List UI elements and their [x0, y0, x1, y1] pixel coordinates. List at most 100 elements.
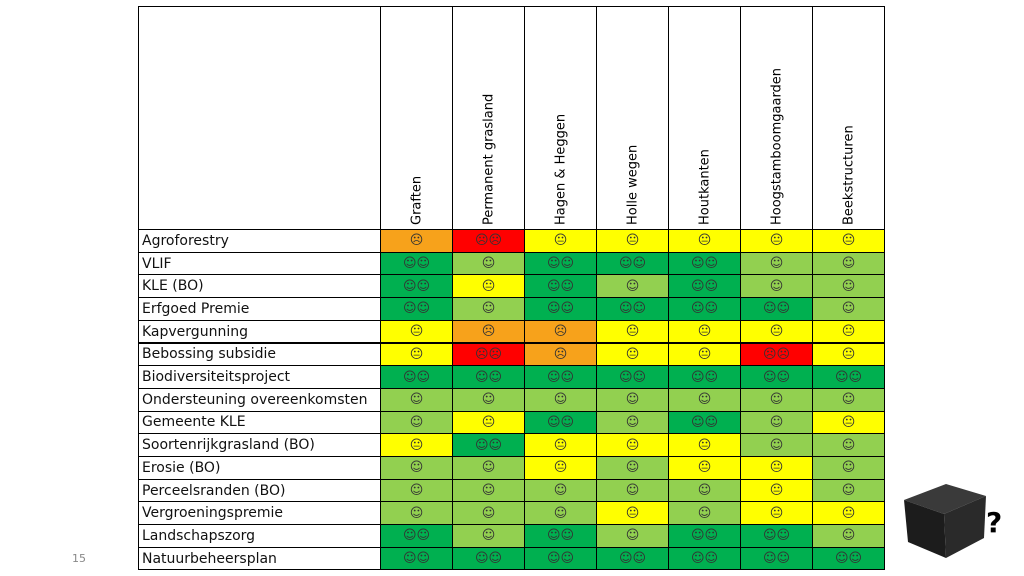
rating-cell: ☺ — [452, 524, 525, 548]
row-label: Kapvergunning — [138, 319, 381, 344]
rating-cell: 😐 — [596, 501, 669, 526]
rating-cell: 😐 — [812, 229, 885, 253]
row-label: Ondersteuning overeenkomsten — [138, 387, 381, 412]
rating-cell: ☺ — [452, 297, 525, 321]
rating-cell: ☺☺ — [740, 297, 813, 321]
rating-cell: ☺☺ — [380, 365, 453, 389]
column-header: Hoogstamboomgaarden — [740, 6, 813, 230]
row-label: KLE (BO) — [138, 274, 381, 299]
box-icon — [904, 484, 986, 558]
rating-cell: ☺ — [812, 456, 885, 480]
rating-cell: ☺ — [812, 251, 885, 276]
row-label: Perceelsranden (BO) — [138, 478, 381, 503]
rating-cell: 😐 — [452, 410, 525, 435]
rating-cell: 😐 — [452, 274, 525, 299]
rating-cell: ☺☺ — [380, 546, 453, 571]
rating-cell: 😐 — [380, 433, 453, 457]
rating-cell: ☺ — [740, 410, 813, 435]
rating-cell: ☺☺ — [524, 251, 597, 276]
rating-cell: ☹ — [524, 342, 597, 367]
rating-cell: 😐 — [740, 229, 813, 253]
rating-cell: ☺☺ — [524, 410, 597, 435]
rating-cell: 😐 — [740, 319, 813, 344]
rating-cell: ☺ — [524, 387, 597, 412]
column-header-text: Holle wegen — [625, 144, 640, 225]
rating-cell: 😐 — [524, 456, 597, 480]
row-label: Soortenrijkgrasland (BO) — [138, 433, 381, 457]
row-label: Natuurbeheersplan — [138, 546, 381, 571]
rating-cell: ☺☺ — [668, 524, 741, 548]
rating-cell: ☺ — [740, 387, 813, 412]
row-label: Landschapszorg — [138, 524, 381, 548]
rating-cell: ☺☺ — [524, 524, 597, 548]
rating-cell: 😐 — [812, 342, 885, 367]
rating-cell: 😐 — [596, 319, 669, 344]
rating-cell: 😐 — [596, 433, 669, 457]
row-label: Biodiversiteitsproject — [138, 365, 381, 389]
rating-cell: ☺ — [668, 478, 741, 503]
rating-cell: ☺ — [812, 433, 885, 457]
page-number: 15 — [72, 552, 86, 565]
rating-cell: ☺ — [380, 478, 453, 503]
rating-cell: ☺☺ — [524, 546, 597, 571]
column-header: Holle wegen — [596, 6, 669, 230]
rating-cell: ☺ — [740, 433, 813, 457]
column-header-text: Permanent grasland — [481, 93, 496, 225]
rating-cell: 😐 — [380, 342, 453, 367]
rating-cell: 😐 — [812, 410, 885, 435]
rating-cell: ☺ — [380, 387, 453, 412]
rating-cell: ☺☺ — [668, 274, 741, 299]
rating-cell: ☺ — [452, 501, 525, 526]
rating-cell: ☺ — [812, 524, 885, 548]
box-label: ? — [986, 506, 1003, 539]
column-header-text: Houtkanten — [697, 149, 712, 225]
rating-cell: ☺☺ — [524, 297, 597, 321]
column-header-text: Graften — [409, 175, 424, 225]
rating-cell: ☹ — [524, 319, 597, 344]
rating-cell: ☺ — [812, 274, 885, 299]
rating-cell: ☺ — [596, 456, 669, 480]
rating-cell: ☺ — [740, 274, 813, 299]
column-header: Graften — [380, 6, 453, 230]
rating-cell: ☺☺ — [596, 546, 669, 571]
rating-cell: ☺☺ — [812, 546, 885, 571]
rating-cell: ☺ — [596, 524, 669, 548]
rating-cell: 😐 — [740, 456, 813, 480]
rating-cell: ☺☺ — [524, 365, 597, 389]
row-label: Bebossing subsidie — [138, 342, 381, 367]
rating-cell: ☺☺ — [380, 524, 453, 548]
rating-cell: ☺☺ — [740, 365, 813, 389]
column-header-text: Hoogstamboomgaarden — [769, 67, 784, 225]
row-label: Vergroeningspremie — [138, 501, 381, 526]
rating-cell: ☺ — [668, 387, 741, 412]
rating-cell: ☺ — [812, 297, 885, 321]
rating-cell: ☹☹ — [452, 342, 525, 367]
rating-cell: ☺☺ — [740, 524, 813, 548]
rating-cell: 😐 — [812, 501, 885, 526]
rating-cell: 😐 — [668, 342, 741, 367]
rating-cell: 😐 — [740, 478, 813, 503]
rating-cell: 😐 — [668, 229, 741, 253]
row-label: Erfgoed Premie — [138, 297, 381, 321]
rating-cell: ☺☺ — [668, 410, 741, 435]
rating-cell: ☺ — [596, 274, 669, 299]
row-label: Agroforestry — [138, 229, 381, 253]
rating-cell: ☺ — [380, 501, 453, 526]
row-label: Gemeente KLE — [138, 410, 381, 435]
rating-cell: 😐 — [668, 319, 741, 344]
row-label: Erosie (BO) — [138, 456, 381, 480]
rating-cell: ☺ — [812, 387, 885, 412]
rating-cell: ☺ — [596, 410, 669, 435]
rating-cell: ☺☺ — [596, 365, 669, 389]
rating-cell: ☹☹ — [740, 342, 813, 367]
rating-cell: ☺ — [524, 501, 597, 526]
rating-cell: ☺ — [452, 478, 525, 503]
rating-cell: 😐 — [524, 229, 597, 253]
rating-cell: ☺☺ — [596, 297, 669, 321]
rating-cell: ☺☺ — [380, 274, 453, 299]
rating-cell: ☺☺ — [380, 297, 453, 321]
rating-cell: ☺☺ — [668, 546, 741, 571]
rating-cell: 😐 — [380, 319, 453, 344]
rating-cell: ☺☺ — [668, 297, 741, 321]
rating-cell: ☺ — [596, 478, 669, 503]
